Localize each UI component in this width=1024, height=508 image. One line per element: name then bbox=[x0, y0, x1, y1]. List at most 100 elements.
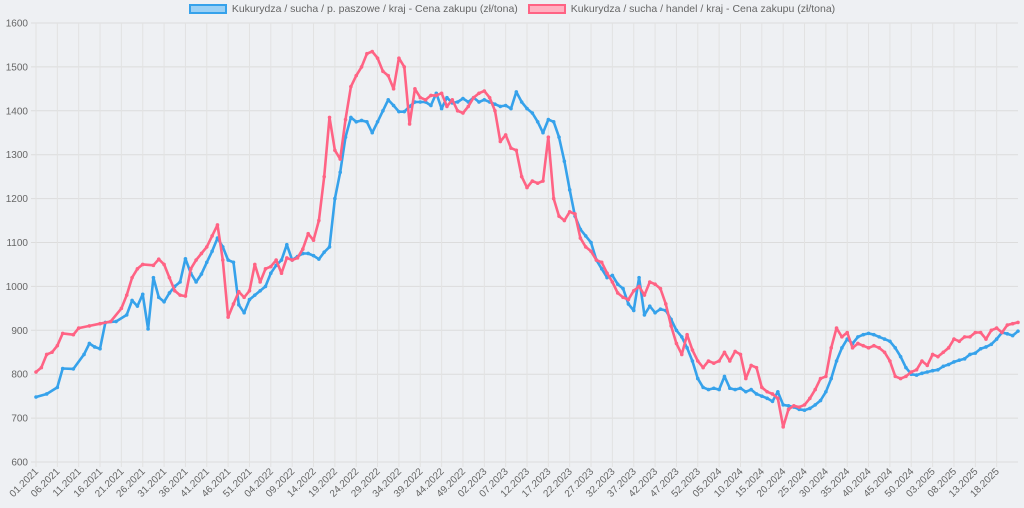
data-point[interactable] bbox=[920, 371, 924, 376]
data-point[interactable] bbox=[327, 115, 332, 120]
data-point[interactable] bbox=[877, 346, 882, 350]
data-point[interactable] bbox=[429, 93, 433, 98]
data-point[interactable] bbox=[482, 89, 487, 93]
data-point[interactable] bbox=[60, 331, 65, 336]
data-point[interactable] bbox=[407, 122, 412, 126]
data-point[interactable] bbox=[343, 117, 348, 122]
data-point[interactable] bbox=[904, 365, 908, 370]
data-point[interactable] bbox=[941, 350, 946, 355]
data-point[interactable] bbox=[381, 109, 385, 113]
data-point[interactable] bbox=[461, 96, 465, 101]
data-point[interactable] bbox=[119, 306, 124, 311]
data-point[interactable] bbox=[242, 295, 246, 300]
data-point[interactable] bbox=[578, 236, 583, 240]
data-point[interactable] bbox=[973, 351, 978, 355]
data-point[interactable] bbox=[194, 258, 198, 262]
data-point[interactable] bbox=[167, 275, 172, 280]
data-point[interactable] bbox=[925, 370, 930, 374]
data-point[interactable] bbox=[194, 280, 198, 284]
data-point[interactable] bbox=[840, 335, 844, 339]
data-point[interactable] bbox=[530, 179, 535, 183]
data-point[interactable] bbox=[621, 295, 625, 300]
data-point[interactable] bbox=[840, 346, 844, 350]
data-point[interactable] bbox=[824, 389, 828, 394]
data-point[interactable] bbox=[391, 103, 396, 108]
data-point[interactable] bbox=[781, 403, 785, 407]
data-point[interactable] bbox=[354, 73, 359, 78]
data-point[interactable] bbox=[952, 337, 956, 341]
data-point[interactable] bbox=[87, 324, 92, 328]
data-point[interactable] bbox=[882, 337, 887, 341]
data-point[interactable] bbox=[274, 258, 278, 262]
data-point[interactable] bbox=[386, 98, 391, 102]
data-point[interactable] bbox=[925, 363, 930, 368]
data-point[interactable] bbox=[167, 291, 172, 295]
data-point[interactable] bbox=[546, 135, 551, 139]
data-point[interactable] bbox=[183, 256, 188, 261]
data-point[interactable] bbox=[130, 298, 134, 303]
data-point[interactable] bbox=[722, 374, 727, 379]
data-point[interactable] bbox=[535, 181, 540, 186]
data-point[interactable] bbox=[973, 330, 978, 335]
data-point[interactable] bbox=[322, 250, 326, 254]
data-point[interactable] bbox=[439, 91, 444, 96]
data-point[interactable] bbox=[695, 359, 700, 363]
data-point[interactable] bbox=[744, 389, 748, 394]
data-point[interactable] bbox=[338, 170, 343, 175]
data-point[interactable] bbox=[610, 273, 615, 278]
data-point[interactable] bbox=[626, 297, 631, 302]
data-point[interactable] bbox=[60, 366, 65, 371]
data-point[interactable] bbox=[557, 135, 561, 139]
data-point[interactable] bbox=[989, 328, 994, 333]
data-point[interactable] bbox=[455, 109, 460, 113]
data-point[interactable] bbox=[258, 288, 262, 293]
data-point[interactable] bbox=[786, 407, 791, 412]
data-point[interactable] bbox=[856, 341, 860, 346]
data-point[interactable] bbox=[269, 271, 273, 276]
data-point[interactable] bbox=[695, 376, 700, 381]
data-point[interactable] bbox=[679, 335, 684, 339]
data-point[interactable] bbox=[738, 386, 743, 391]
data-point[interactable] bbox=[904, 374, 908, 379]
data-point[interactable] bbox=[829, 376, 834, 381]
data-point[interactable] bbox=[1010, 333, 1015, 338]
data-point[interactable] bbox=[941, 364, 946, 369]
data-point[interactable] bbox=[733, 387, 737, 392]
data-point[interactable] bbox=[509, 146, 513, 150]
data-point[interactable] bbox=[135, 267, 140, 271]
data-point[interactable] bbox=[258, 280, 262, 284]
data-point[interactable] bbox=[888, 359, 892, 363]
data-point[interactable] bbox=[204, 260, 209, 265]
data-point[interactable] bbox=[802, 403, 807, 407]
data-point[interactable] bbox=[898, 376, 903, 381]
data-point[interactable] bbox=[34, 395, 38, 399]
data-point[interactable] bbox=[984, 337, 988, 341]
data-point[interactable] bbox=[856, 335, 860, 339]
data-point[interactable] bbox=[178, 293, 182, 297]
data-point[interactable] bbox=[220, 258, 225, 262]
data-point[interactable] bbox=[482, 98, 487, 102]
data-point[interactable] bbox=[498, 104, 503, 109]
data-point[interactable] bbox=[397, 109, 401, 114]
data-point[interactable] bbox=[429, 103, 433, 108]
data-point[interactable] bbox=[226, 258, 230, 262]
data-point[interactable] bbox=[1010, 321, 1015, 326]
data-point[interactable] bbox=[279, 258, 284, 262]
data-point[interactable] bbox=[114, 319, 118, 324]
data-point[interactable] bbox=[402, 65, 407, 69]
data-point[interactable] bbox=[514, 90, 519, 94]
data-point[interactable] bbox=[375, 56, 380, 60]
data-point[interactable] bbox=[914, 368, 919, 372]
data-point[interactable] bbox=[962, 357, 967, 361]
data-point[interactable] bbox=[135, 304, 140, 308]
data-point[interactable] bbox=[215, 223, 220, 227]
data-point[interactable] bbox=[445, 95, 449, 100]
data-point[interactable] bbox=[306, 251, 310, 256]
data-point[interactable] bbox=[888, 339, 892, 344]
data-point[interactable] bbox=[599, 260, 604, 265]
data-point[interactable] bbox=[861, 343, 866, 348]
data-point[interactable] bbox=[781, 425, 785, 429]
data-point[interactable] bbox=[562, 159, 567, 164]
data-point[interactable] bbox=[872, 332, 876, 337]
data-point[interactable] bbox=[92, 345, 97, 349]
